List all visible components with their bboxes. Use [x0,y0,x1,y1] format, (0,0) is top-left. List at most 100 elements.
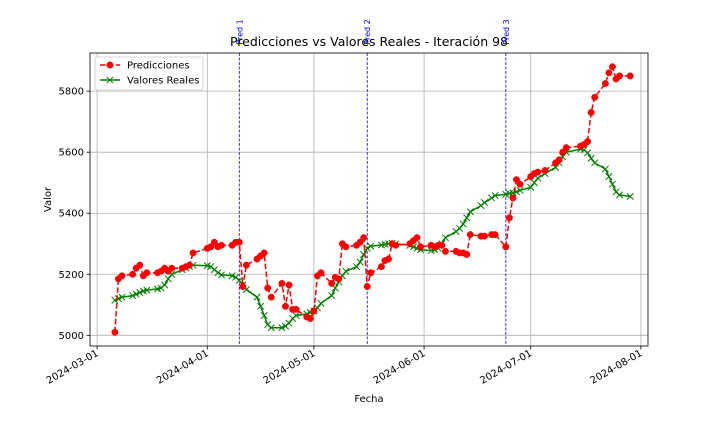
data-point [189,249,197,257]
data-point [136,261,144,269]
data-point [367,242,375,250]
data-point [601,80,609,87]
data-point [242,261,250,269]
data-point [441,234,449,242]
data-point [168,264,176,272]
prediction-vline-label: Pred 3 [502,19,511,44]
data-point [516,180,524,188]
x-axis-label: Fecha [354,394,383,405]
data-point [605,69,613,77]
data-point [111,328,119,336]
data-point [608,180,617,188]
data-point [605,173,613,181]
data-point [285,281,293,289]
data-point [463,214,471,222]
data-point [328,292,336,300]
legend-label: Predicciones [127,61,190,72]
legend-marker [106,76,114,84]
chart-title: Predicciones vs Valores Reales - Iteraci… [230,34,508,49]
data-point [626,72,634,80]
data-point [367,269,375,277]
data-point [555,156,563,164]
data-point [342,243,350,251]
data-point [278,324,286,332]
y-tick-label: 5200 [59,270,84,281]
data-point [164,275,172,283]
data-point [114,295,122,303]
data-point [218,241,225,249]
data-point [491,191,499,200]
data-point [392,241,400,249]
data-point [118,272,126,280]
data-point [253,293,261,301]
data-point [587,154,595,162]
prediction-vline-label: Pred 2 [363,19,372,44]
data-point [129,270,137,278]
data-point [317,269,325,277]
data-point [584,138,592,145]
plot-frame [89,52,649,347]
legend-label: Valores Reales [127,76,199,87]
legend-marker [106,61,114,69]
data-point [228,272,236,280]
data-point [466,208,474,216]
data-point [260,311,268,320]
y-tick-label: 5400 [59,209,84,220]
data-point [509,194,517,202]
data-point [360,234,368,242]
data-point [136,289,144,297]
data-point [356,238,364,246]
data-point [505,214,513,222]
data-point [207,243,215,251]
data-point [356,258,364,266]
prediction-vline-label: Pred 1 [235,19,244,44]
data-point [591,159,599,167]
data-point [310,307,318,315]
data-point [438,241,446,249]
data-point [129,292,137,300]
legend: Predicciones Valores Reales [94,56,204,91]
y-tick-label: 5600 [59,148,84,159]
data-point [466,231,474,239]
data-point [463,250,471,258]
data-point [541,167,549,174]
data-point [413,234,421,242]
data-point [235,276,243,284]
data-point [626,192,634,201]
data-point [353,263,361,271]
data-point [143,286,151,294]
data-point [363,244,371,252]
data-point [616,191,624,199]
data-point [417,243,424,251]
data-point [591,93,599,101]
data-point [267,293,275,301]
data-point [609,63,616,71]
grid [90,53,648,346]
data-point [285,319,293,327]
data-point [459,220,467,228]
data-point [239,283,247,290]
data-point [456,224,464,233]
data-point [328,279,336,287]
y-tick-label: 5000 [59,331,84,342]
data-point [562,144,570,152]
data-point [363,283,371,290]
data-point [292,311,300,320]
legend-box [94,56,204,91]
data-point [516,186,524,194]
data-point [441,247,449,255]
y-tick-label: 5800 [59,87,84,98]
data-point [292,305,300,313]
data-point [377,263,385,271]
data-point [480,198,489,207]
data-point [161,281,169,289]
data-point [210,238,218,246]
data-point [267,324,275,332]
data-point [278,279,286,287]
data-point [214,269,222,277]
data-point [488,194,496,202]
data-point [534,168,542,176]
data-point [257,302,265,310]
data-point [118,293,126,301]
data-point [235,238,243,246]
